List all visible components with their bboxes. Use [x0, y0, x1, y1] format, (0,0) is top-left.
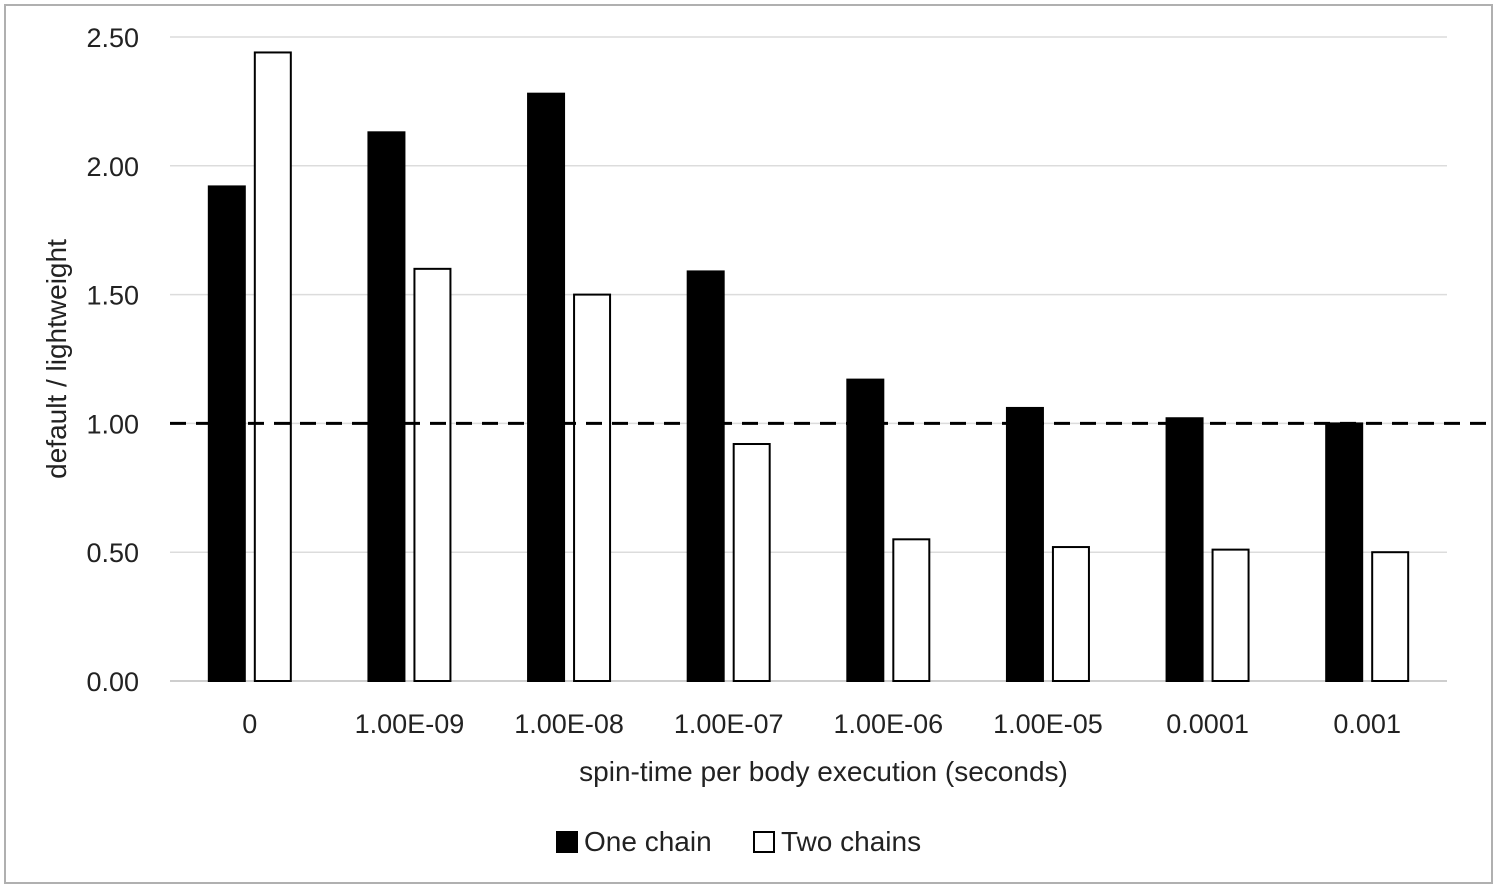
bar-two-chains: [892, 538, 931, 682]
gridlines: [170, 36, 1447, 682]
x-tick-label: 0.001: [1333, 709, 1401, 739]
x-tick-label: 1.00E-07: [674, 709, 784, 739]
y-tick-label: 1.00: [86, 409, 139, 439]
x-tick-label: 1.00E-08: [514, 709, 624, 739]
x-tick-label: 1.00E-05: [993, 709, 1103, 739]
bar-two-chains: [253, 51, 292, 683]
x-tick-label: 0: [242, 709, 257, 739]
bar-one-chain: [1325, 422, 1364, 682]
y-axis-title: default / lightweight: [41, 239, 72, 479]
bar-two-chains: [1051, 546, 1090, 682]
y-axis-ticks: 0.00 0.50 1.00 1.50 2.00 2.50: [86, 23, 139, 697]
bar-one-chain: [527, 92, 566, 682]
y-tick-label: 0.50: [86, 538, 139, 568]
legend-label-one-chain: One chain: [584, 826, 712, 857]
legend-swatch-two-chains: [753, 831, 775, 853]
x-tick-label: 1.00E-06: [834, 709, 944, 739]
bar-two-chains: [573, 293, 612, 682]
x-axis-ticks: 0 1.00E-09 1.00E-08 1.00E-07 1.00E-06 1.00E-0…: [242, 709, 1401, 739]
bar-one-chain: [686, 270, 725, 682]
bar-two-chains: [413, 267, 452, 682]
x-tick-label: 0.0001: [1166, 709, 1249, 739]
y-tick-label: 0.00: [86, 667, 139, 697]
bar-two-chains: [1371, 551, 1410, 683]
bar-two-chains: [1211, 548, 1250, 683]
legend-swatch-one-chain: [556, 831, 578, 853]
bar-one-chain: [846, 378, 885, 682]
bar-one-chain: [1165, 417, 1204, 682]
y-tick-label: 1.50: [86, 281, 139, 311]
legend-label-two-chains: Two chains: [781, 826, 921, 857]
bar-one-chain: [367, 131, 406, 682]
legend: One chain Two chains: [556, 826, 921, 857]
bars: [207, 51, 1410, 683]
y-tick-label: 2.00: [86, 152, 139, 182]
bar-one-chain: [1005, 406, 1044, 682]
bar-two-chains: [732, 443, 771, 682]
x-axis-title: spin-time per body execution (seconds): [579, 756, 1068, 787]
y-tick-label: 2.50: [86, 23, 139, 53]
bar-one-chain: [207, 185, 246, 683]
x-tick-label: 1.00E-09: [355, 709, 465, 739]
